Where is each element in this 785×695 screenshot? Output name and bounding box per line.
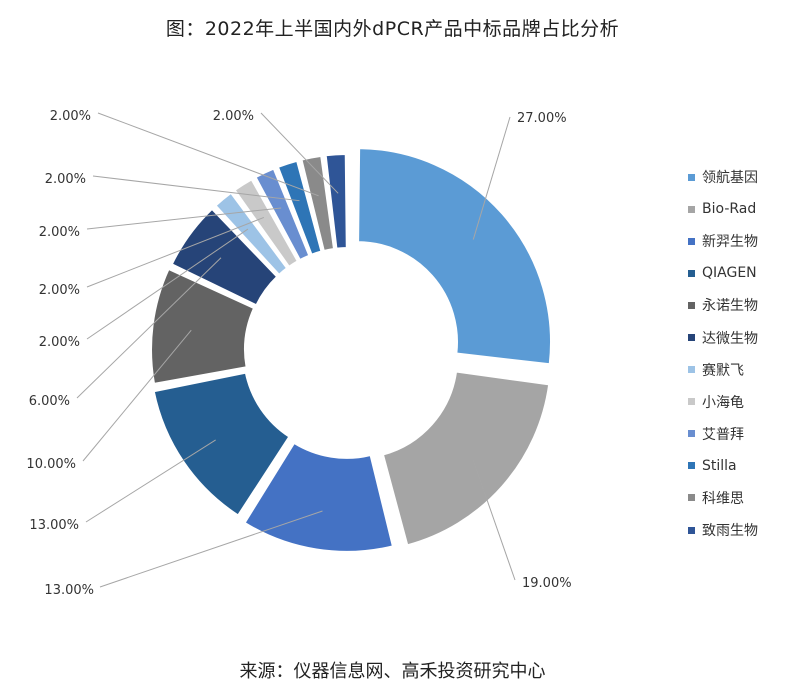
leader-line xyxy=(92,175,300,202)
legend-swatch xyxy=(688,430,695,438)
legend-swatch xyxy=(688,398,695,406)
data-label: 2.00% xyxy=(39,225,80,240)
data-label: 13.00% xyxy=(44,583,94,598)
data-label: 19.00% xyxy=(522,576,572,591)
leader-line xyxy=(97,112,319,197)
legend-item: 赛默飞 xyxy=(688,354,758,386)
legend-item: 致雨生物 xyxy=(688,514,758,546)
donut-slice xyxy=(357,147,552,366)
legend-swatch xyxy=(688,494,695,502)
legend-label: 科维思 xyxy=(702,490,744,507)
legend-label: 领航基因 xyxy=(702,170,758,187)
data-labels: 27.00% 19.00% 13.00% 13.00% 10.00% 6.00% 2.00%… xyxy=(26,109,571,598)
data-label: 2.00% xyxy=(39,335,80,350)
donut-slice xyxy=(170,207,279,307)
legend-label: 赛默飞 xyxy=(702,362,744,379)
data-label: 2.00% xyxy=(39,283,80,298)
leader-line xyxy=(86,207,282,230)
legend-item: 达微生物 xyxy=(688,321,758,353)
legend-swatch xyxy=(688,237,695,245)
data-label: 10.00% xyxy=(26,457,76,472)
leader-line xyxy=(472,460,516,581)
data-label: 2.00% xyxy=(50,109,91,124)
legend-swatch xyxy=(688,205,695,213)
legend-label: Stilla xyxy=(702,457,737,474)
legend-item: 领航基因 xyxy=(688,161,758,193)
legend-label: 小海龟 xyxy=(702,394,744,411)
donut-slice xyxy=(300,154,336,253)
data-label: 2.00% xyxy=(45,172,86,187)
legend-label: 新羿生物 xyxy=(702,234,758,251)
legend-label: 致雨生物 xyxy=(702,523,758,540)
donut-slice xyxy=(381,370,551,547)
leader-line xyxy=(82,329,192,462)
legend-label: QIAGEN xyxy=(702,265,757,282)
legend-item: 新羿生物 xyxy=(688,225,758,257)
legend-label: 达微生物 xyxy=(702,330,758,347)
chart-title: 图：2022年上半国内外dPCR产品中标品牌占比分析 xyxy=(165,18,620,40)
legend-item: Stilla xyxy=(688,450,758,482)
leader-line xyxy=(85,439,216,523)
legend-item: 科维思 xyxy=(688,482,758,514)
leader-lines xyxy=(76,112,516,588)
legend-label: 艾普拜 xyxy=(702,426,744,443)
legend-swatch xyxy=(688,269,695,277)
data-label: 13.00% xyxy=(29,518,79,533)
legend-label: 永诺生物 xyxy=(702,298,758,315)
leader-line xyxy=(76,257,222,399)
chart-source: 来源：仪器信息网、高禾投资研究中心 xyxy=(239,661,546,682)
data-label: 6.00% xyxy=(29,394,70,409)
donut-slice xyxy=(152,371,291,517)
legend-item: QIAGEN xyxy=(688,257,758,289)
donut-slice xyxy=(233,177,300,269)
legend-swatch xyxy=(688,462,695,470)
legend-label: Bio-Rad xyxy=(702,201,757,218)
leader-line xyxy=(472,116,511,240)
data-label: 2.00% xyxy=(213,109,254,124)
leader-line xyxy=(86,216,265,288)
leader-line xyxy=(260,112,339,194)
legend-swatch xyxy=(688,334,695,342)
legend-item: 永诺生物 xyxy=(688,289,758,321)
donut-slice xyxy=(150,267,256,386)
leader-line xyxy=(99,510,323,588)
legend-swatch xyxy=(688,526,695,534)
chart-legend: 领航基因 Bio-Rad 新羿生物 QIAGEN 永诺生物达微生物赛默飞小海龟艾普拜 St… xyxy=(688,161,758,546)
legend-item: 小海龟 xyxy=(688,386,758,418)
legend-swatch xyxy=(688,301,695,309)
legend-swatch xyxy=(688,366,695,374)
donut-slices xyxy=(150,147,552,553)
legend-item: 艾普拜 xyxy=(688,418,758,450)
legend-swatch xyxy=(688,173,695,181)
legend-item: Bio-Rad xyxy=(688,193,758,225)
donut-slice xyxy=(324,153,348,250)
data-label: 27.00% xyxy=(517,111,567,126)
leader-line xyxy=(86,228,249,340)
